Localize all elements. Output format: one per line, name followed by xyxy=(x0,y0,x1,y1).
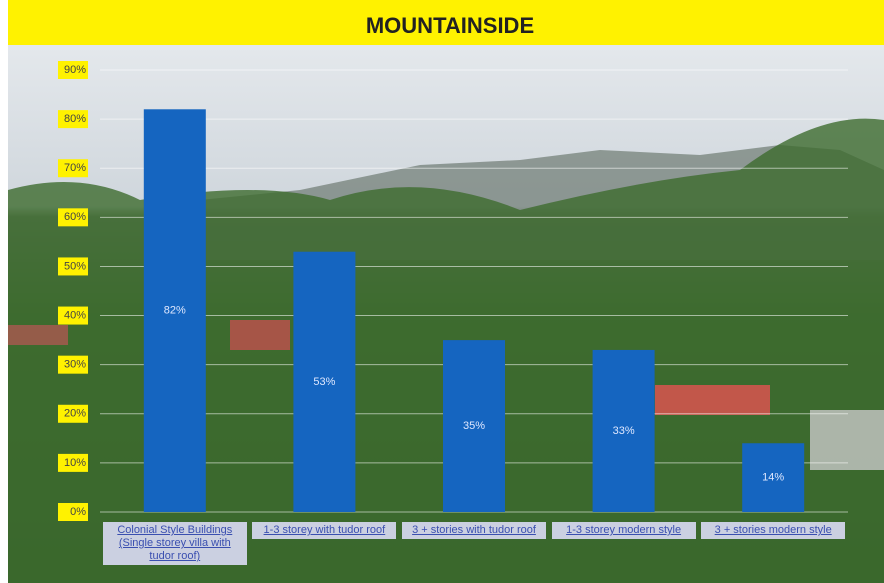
bar xyxy=(742,443,805,512)
y-tick-label: 40% xyxy=(64,309,86,321)
bar xyxy=(592,349,655,512)
y-tick-box xyxy=(58,61,88,79)
x-tick-label: 3 + stories with tudor roof xyxy=(402,522,546,539)
y-tick-box xyxy=(58,453,88,472)
data-label: 53% xyxy=(313,376,335,388)
data-label: 35% xyxy=(463,420,485,432)
house xyxy=(810,410,884,470)
y-tick-box xyxy=(58,110,88,129)
x-tick-label: 1-3 storey modern style xyxy=(551,522,696,539)
roof xyxy=(8,325,68,345)
x-tick-label: 1-3 storey with tudor roof xyxy=(252,522,397,539)
y-tick-label: 50% xyxy=(64,260,86,272)
y-tick-box xyxy=(58,355,88,374)
y-tick-label: 10% xyxy=(64,457,86,469)
y-tick-label: 70% xyxy=(64,162,86,174)
data-label: 82% xyxy=(164,305,186,317)
y-tick-label: 0% xyxy=(70,506,86,518)
x-tick-label: Colonial Style Buildings (Single storey … xyxy=(102,522,247,565)
y-tick-label: 30% xyxy=(64,359,86,371)
bar xyxy=(143,109,206,513)
y-tick-label: 20% xyxy=(64,408,86,420)
y-tick-label: 60% xyxy=(64,211,86,223)
roof xyxy=(655,385,770,415)
title-banner xyxy=(8,0,884,45)
y-tick-box xyxy=(58,208,88,227)
y-tick-label: 90% xyxy=(64,64,86,76)
bar xyxy=(443,340,505,512)
y-tick-box xyxy=(58,257,88,276)
chart-title: MOUNTAINSIDE xyxy=(366,13,534,38)
y-tick-label: 80% xyxy=(64,113,86,125)
y-tick-box xyxy=(58,159,88,178)
data-label: 33% xyxy=(613,425,635,437)
y-tick-box xyxy=(58,306,88,325)
x-tick-label: 3 + stories modern style xyxy=(701,522,846,539)
bar xyxy=(293,251,356,512)
roof xyxy=(230,320,290,350)
data-label: 14% xyxy=(762,472,784,484)
y-tick-box xyxy=(58,503,88,521)
y-tick-box xyxy=(58,404,88,423)
